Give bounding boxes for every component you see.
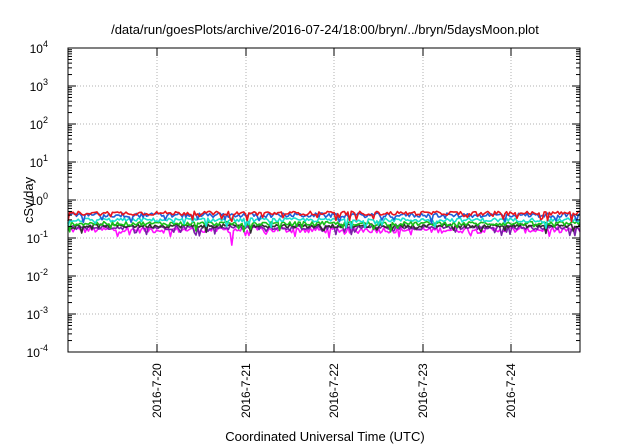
- y-axis-label: cSv/day: [21, 176, 36, 223]
- y-tick-label: 10-3: [27, 305, 48, 322]
- x-axis: 2016-7-20 2016-7-21 2016-7-22 2016-7-23 2016…: [150, 48, 518, 418]
- x-axis-label: Coordinated Universal Time (UTC): [225, 429, 424, 444]
- chart-title: /data/run/goesPlots/archive/2016-07-24/1…: [111, 22, 539, 37]
- y-tick-label: 100: [30, 191, 48, 208]
- y-tick-label: 10-2: [27, 267, 48, 284]
- x-tick-label: 2016-7-24: [504, 363, 518, 418]
- y-tick-label: 101: [30, 153, 48, 170]
- x-tick-label: 2016-7-21: [239, 363, 253, 418]
- series-line: [67, 220, 581, 233]
- grid-lines: [68, 48, 580, 352]
- series-line: [67, 210, 581, 223]
- y-tick-label: 10-1: [27, 229, 48, 246]
- y-tick-label: 102: [30, 115, 48, 132]
- y-tick-label: 103: [30, 77, 48, 94]
- x-tick-label: 2016-7-23: [416, 363, 430, 418]
- y-tick-label: 10-4: [27, 343, 48, 360]
- y-axis: 10-4 10-3 10-2 10-1 100 101 102 103 104: [27, 39, 580, 360]
- series-group: [67, 210, 581, 246]
- x-tick-label: 2016-7-20: [150, 363, 164, 418]
- x-tick-label: 2016-7-22: [327, 363, 341, 418]
- y-tick-label: 104: [30, 39, 48, 56]
- series-line: [67, 217, 581, 229]
